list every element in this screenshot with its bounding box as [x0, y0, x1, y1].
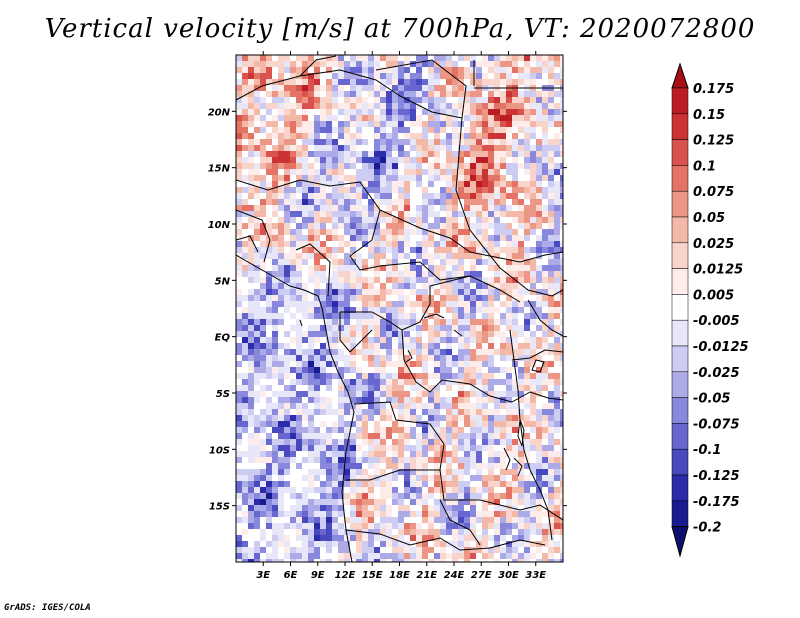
lat-tick-label: 15S: [209, 502, 230, 513]
colorbar-swatch: [671, 294, 689, 321]
lat-tick-label: 5S: [216, 389, 230, 400]
lon-tick-label: 21E: [416, 570, 437, 581]
colorbar: 0.175 0.15 0.125 0.1 0.075 0.05 0.025 0.0125 0.0…: [671, 62, 749, 558]
lon-tick-label: 18E: [389, 570, 410, 581]
colorbar-label: 0.15: [693, 108, 725, 123]
colorbar-label: -0.175: [693, 495, 740, 510]
lon-tick-label: 30E: [498, 570, 519, 581]
lat-tick-label: EQ: [215, 333, 231, 344]
colorbar-swatch: [671, 423, 689, 450]
colorbar-label: -0.2: [693, 521, 721, 536]
lon-tick-label: 6E: [284, 570, 298, 581]
coastlines-and-borders: [236, 55, 563, 562]
lon-tick-label: 3E: [256, 570, 270, 581]
colorbar-swatch: [671, 448, 689, 476]
colorbar-swatch: [671, 113, 689, 140]
colorbar-swatch: [671, 474, 689, 502]
colorbar-swatch: [671, 190, 689, 218]
colorbar-label: -0.1: [693, 443, 721, 458]
colorbar-label: 0.0125: [693, 263, 743, 278]
lon-tick-label: 12E: [335, 570, 356, 581]
lat-tick-label: 10N: [208, 220, 231, 231]
lon-tick-label: 33E: [525, 570, 546, 581]
colorbar-swatch: [671, 216, 689, 244]
colorbar-label: -0.075: [693, 417, 740, 432]
colorbar-top-arrow: [671, 62, 689, 89]
colorbar-label: -0.025: [693, 366, 740, 381]
colorbar-swatch: [671, 139, 689, 166]
lat-tick-label: 20N: [208, 107, 231, 118]
colorbar-swatch: [671, 371, 689, 398]
lat-tick-label: 15N: [208, 164, 231, 175]
colorbar-swatch: [671, 500, 689, 527]
lat-tick-label: 5N: [215, 276, 231, 287]
velocity-field: [236, 55, 563, 562]
colorbar-label: -0.05: [693, 392, 730, 407]
chart-title: Vertical velocity [m/s] at 700hPa, VT: 2…: [44, 14, 756, 44]
colorbar-label: -0.0125: [693, 340, 749, 355]
colorbar-label: -0.005: [693, 314, 740, 329]
colorbar-label: 0.175: [693, 82, 734, 97]
lon-tick-label: 15E: [362, 570, 383, 581]
colorbar-label: 0.025: [693, 237, 734, 252]
colorbar-swatch: [671, 319, 689, 347]
colorbar-swatch: [671, 242, 689, 269]
colorbar-label: 0.125: [693, 134, 734, 149]
colorbar-swatch: [671, 268, 689, 295]
map-frame: 20N 15N 10N 5N EQ 5S 10S 15S 3E 6E 9E 12E 15E 18E 21E 2…: [208, 51, 567, 581]
colorbar-swatch: [671, 87, 689, 115]
lon-tick-label: 24E: [444, 570, 465, 581]
colorbar-swatch: [671, 165, 689, 192]
colorbar-label: 0.05: [693, 211, 725, 226]
colorbar-label: -0.125: [693, 469, 740, 484]
grads-credit: GrADS: IGES/COLA: [4, 603, 91, 613]
lon-tick-label: 27E: [471, 570, 492, 581]
colorbar-bottom-arrow: [671, 526, 689, 558]
colorbar-label: 0.005: [693, 288, 734, 303]
colorbar-label: 0.075: [693, 185, 734, 200]
colorbar-swatch: [671, 397, 689, 424]
colorbar-swatch: [671, 345, 689, 373]
colorbar-label: 0.1: [693, 159, 716, 174]
lat-tick-label: 10S: [209, 445, 230, 456]
lon-tick-label: 9E: [311, 570, 325, 581]
